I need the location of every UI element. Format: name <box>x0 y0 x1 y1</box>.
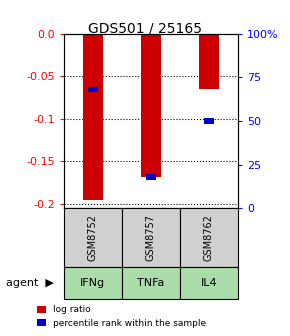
Text: TNFa: TNFa <box>137 278 164 288</box>
Text: IFNg: IFNg <box>80 278 105 288</box>
Text: agent  ▶: agent ▶ <box>6 278 54 288</box>
Bar <box>88 87 98 92</box>
Bar <box>141 34 161 177</box>
Text: GSM8752: GSM8752 <box>88 214 98 261</box>
Bar <box>199 34 219 89</box>
Text: GSM8757: GSM8757 <box>146 214 156 261</box>
Legend: log ratio, percentile rank within the sample: log ratio, percentile rank within the sa… <box>34 302 210 332</box>
Text: GSM8762: GSM8762 <box>204 214 214 261</box>
Bar <box>204 118 214 124</box>
Text: GDS501 / 25165: GDS501 / 25165 <box>88 22 202 36</box>
Text: IL4: IL4 <box>200 278 217 288</box>
Bar <box>146 174 156 180</box>
Bar <box>83 34 103 200</box>
